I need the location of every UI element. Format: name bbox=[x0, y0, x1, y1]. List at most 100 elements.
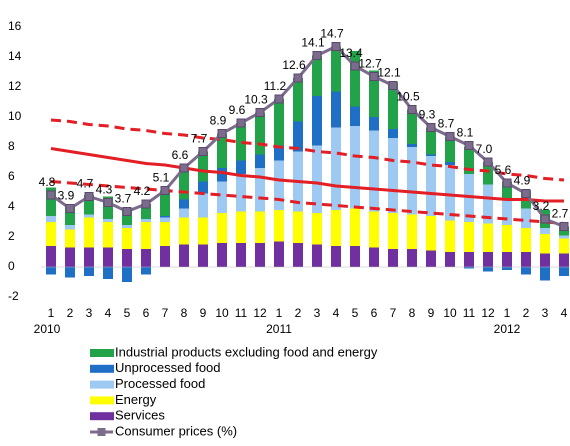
y-tick-label: 6 bbox=[8, 169, 15, 183]
trend-line bbox=[50, 180, 565, 225]
legend-swatch bbox=[90, 380, 114, 389]
bar-segment bbox=[483, 184, 493, 224]
x-tick-label: 1 bbox=[504, 306, 511, 320]
bar-segment bbox=[103, 222, 113, 248]
line-marker bbox=[179, 163, 189, 173]
bar-segment bbox=[350, 246, 360, 267]
x-group-label: 2010 bbox=[34, 322, 61, 336]
bar-segment bbox=[540, 253, 550, 267]
bar-segment bbox=[255, 112, 265, 155]
line-marker bbox=[464, 141, 474, 150]
bar-segment bbox=[160, 216, 170, 218]
line-marker bbox=[483, 157, 493, 167]
data-label: 9.3 bbox=[419, 108, 436, 122]
bar-segment bbox=[502, 198, 512, 225]
bar-segment bbox=[46, 267, 56, 275]
bar-segment bbox=[502, 267, 512, 270]
bar-segment bbox=[122, 267, 132, 282]
bar-segment bbox=[274, 210, 284, 242]
data-label: 6.6 bbox=[172, 148, 189, 162]
line-marker bbox=[350, 61, 360, 71]
bar-segment bbox=[369, 130, 379, 212]
bar-segment bbox=[160, 217, 170, 222]
legend-marker bbox=[97, 428, 106, 436]
legend-label: Energy bbox=[115, 392, 157, 407]
bar-segment bbox=[179, 168, 189, 200]
bar-segment bbox=[502, 252, 512, 267]
x-group-label: 2012 bbox=[494, 322, 521, 336]
data-label: 8.7 bbox=[438, 117, 455, 131]
data-label: 12.1 bbox=[377, 66, 401, 80]
line-marker bbox=[217, 129, 227, 138]
x-tick-label: 5 bbox=[352, 306, 359, 320]
bar-segment bbox=[65, 207, 75, 225]
bar-segment bbox=[331, 210, 341, 246]
trend-line bbox=[50, 147, 564, 203]
bar-segment bbox=[84, 247, 94, 267]
x-tick-label: 2 bbox=[295, 306, 302, 320]
line-marker bbox=[236, 118, 246, 128]
line-marker bbox=[388, 81, 398, 90]
bar-segment bbox=[236, 174, 246, 212]
line-marker bbox=[521, 189, 531, 198]
bar-segment bbox=[103, 219, 113, 222]
bar-segment bbox=[84, 267, 94, 276]
bar-segment bbox=[160, 190, 170, 216]
x-tick-label: 3 bbox=[86, 306, 93, 320]
legend-swatch bbox=[90, 412, 114, 421]
bar-segment bbox=[445, 165, 455, 221]
bar-segment bbox=[217, 181, 227, 213]
data-label: 10.5 bbox=[396, 90, 420, 104]
bar-segment bbox=[274, 145, 284, 161]
x-tick-label: 9 bbox=[428, 306, 435, 320]
bar-segment bbox=[84, 214, 94, 218]
bar-segment bbox=[141, 204, 151, 219]
data-label: 14.7 bbox=[320, 27, 344, 41]
bar-segment bbox=[559, 267, 569, 276]
bar-segment bbox=[122, 228, 132, 249]
bar-segment bbox=[388, 138, 398, 213]
data-label: 9.6 bbox=[229, 103, 246, 117]
bar-segment bbox=[293, 243, 303, 267]
y-tick-label: 4 bbox=[8, 199, 15, 213]
data-label: 4.2 bbox=[134, 184, 151, 198]
bar-segment bbox=[179, 208, 189, 218]
data-label: 3.9 bbox=[58, 189, 75, 203]
line-marker bbox=[502, 178, 512, 188]
bar-segment bbox=[236, 211, 246, 243]
bar-segment bbox=[46, 246, 56, 267]
data-label: 4.7 bbox=[77, 177, 94, 191]
line-marker bbox=[103, 198, 113, 207]
bar-segment bbox=[65, 247, 75, 267]
bar-segment bbox=[445, 220, 455, 252]
bar-segment bbox=[198, 244, 208, 267]
bar-segment bbox=[65, 225, 75, 230]
x-tick-label: 7 bbox=[162, 306, 169, 320]
line-marker bbox=[46, 190, 56, 200]
bar-segment bbox=[46, 216, 56, 222]
y-tick-label: 16 bbox=[8, 19, 22, 33]
legend-swatch bbox=[90, 364, 114, 373]
data-label: 7.0 bbox=[476, 142, 493, 156]
bar-segment bbox=[407, 109, 417, 144]
line-marker bbox=[445, 132, 455, 141]
line-marker bbox=[84, 192, 94, 201]
x-tick-label: 2 bbox=[67, 306, 74, 320]
data-label: 8.9 bbox=[210, 114, 227, 128]
bar-segment bbox=[46, 187, 56, 216]
bar-segment bbox=[540, 234, 550, 254]
data-label: 8.1 bbox=[457, 126, 474, 140]
bar-segment bbox=[312, 244, 322, 267]
x-tick-label: 6 bbox=[143, 306, 150, 320]
bar-segment bbox=[369, 117, 379, 131]
bar-segment bbox=[426, 156, 436, 216]
bar-segment bbox=[274, 99, 284, 146]
bar-segment bbox=[483, 223, 493, 252]
bar-segment bbox=[426, 250, 436, 267]
bar-segment bbox=[312, 145, 322, 213]
bar-segment bbox=[255, 154, 265, 168]
data-label: 4.8 bbox=[39, 175, 56, 189]
x-tick-label: 7 bbox=[390, 306, 397, 320]
x-tick-label: 8 bbox=[181, 306, 188, 320]
